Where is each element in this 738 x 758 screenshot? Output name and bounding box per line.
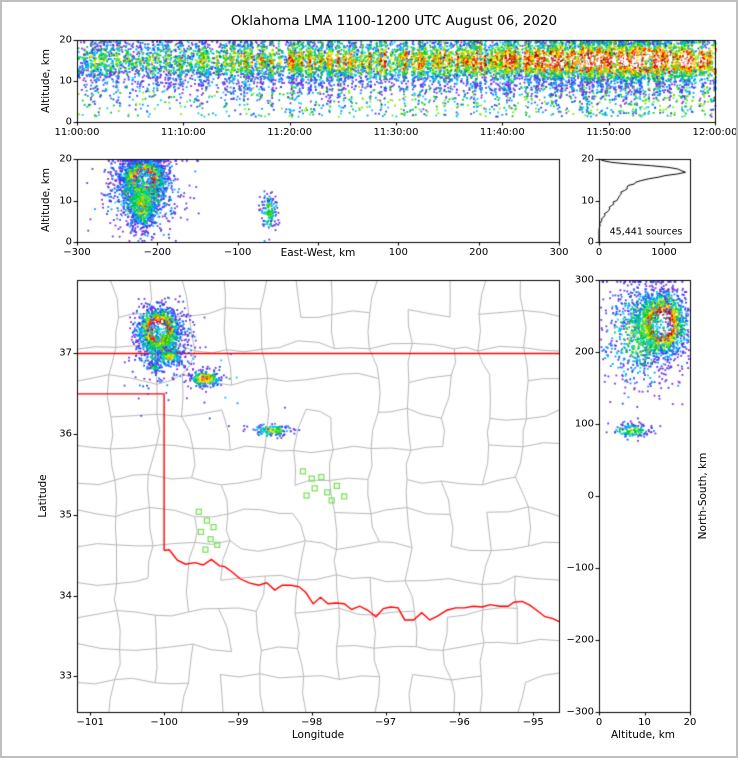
x-tick-label: −95 [522, 717, 544, 728]
axis-label-latitude: Latitude [37, 474, 49, 518]
y-tick-label: 0 [65, 236, 72, 248]
x-tick-label: −100 [223, 247, 252, 258]
y-tick-label: 0 [587, 236, 594, 248]
x-tick-label: 12:00:00 [692, 127, 738, 138]
y-tick-label: 37 [59, 347, 72, 359]
y-tick-label: −100 [566, 562, 594, 574]
axis-label-altitude-ns-panel: Altitude, km [610, 729, 676, 741]
y-tick-label: 10 [59, 195, 72, 206]
x-tick-label: −99 [227, 717, 249, 728]
axis-label-east-west: East-West, km [280, 247, 356, 259]
y-tick-label: 20 [59, 34, 72, 46]
x-tick-label: −100 [150, 717, 178, 728]
x-tick-label: −300 [63, 247, 91, 258]
x-tick-label: 200 [469, 247, 489, 258]
y-tick-label: 200 [574, 346, 594, 358]
x-tick-label: −96 [448, 717, 470, 728]
x-tick-label: 10 [638, 717, 651, 728]
x-tick-label: 11:30:00 [373, 127, 419, 138]
y-tick-label: 34 [59, 590, 72, 602]
x-tick-label: −200 [143, 247, 172, 258]
y-tick-label: 0 [587, 490, 594, 502]
x-tick-label: 11:10:00 [160, 127, 206, 138]
source-count-annotation: 45,441 sources [609, 226, 683, 238]
x-tick-label: 11:20:00 [267, 127, 313, 138]
x-tick-label: 300 [549, 247, 569, 258]
y-tick-label: 0 [65, 116, 72, 128]
x-tick-label: 11:50:00 [586, 127, 632, 138]
axis-label-north-south: North-South, km [697, 452, 709, 540]
axis-label-altitude-ew-panel: Altitude, km [40, 167, 52, 233]
x-tick-label: 11:40:00 [479, 127, 525, 138]
x-tick-label: 0 [595, 717, 603, 728]
y-tick-label: 36 [59, 428, 72, 440]
x-tick-label: 20 [683, 717, 697, 728]
y-tick-label: 10 [581, 195, 594, 206]
y-tick-label: −200 [566, 634, 594, 646]
y-tick-label: 100 [574, 418, 594, 430]
y-tick-label: 10 [59, 75, 72, 87]
x-tick-label: −101 [76, 717, 105, 728]
y-tick-label: 20 [581, 153, 594, 165]
x-tick-label: 100 [388, 247, 408, 258]
y-tick-label: 35 [59, 509, 72, 521]
x-tick-label: 1000 [651, 247, 677, 258]
figure-title: Oklahoma LMA 1100-1200 UTC August 06, 20… [230, 13, 558, 29]
y-tick-label: 33 [59, 670, 72, 682]
y-tick-label: −300 [566, 706, 594, 718]
axis-label-altitude-time-panel: Altitude, km [40, 48, 52, 114]
axis-label-longitude: Longitude [291, 729, 345, 741]
x-tick-label: 0 [595, 247, 603, 258]
y-tick-label: 300 [574, 274, 594, 286]
x-tick-label: 11:00:00 [54, 127, 100, 138]
y-tick-label: 20 [59, 153, 72, 165]
x-tick-label: −97 [374, 717, 397, 728]
x-tick-label: −98 [301, 717, 323, 728]
